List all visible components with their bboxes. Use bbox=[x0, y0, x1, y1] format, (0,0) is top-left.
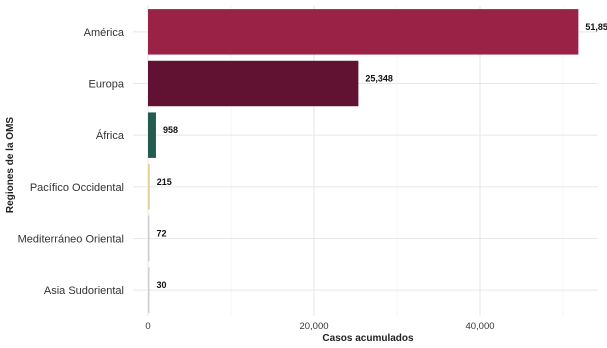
x-tick-label: 20,000 bbox=[299, 321, 328, 332]
category-label: África bbox=[96, 129, 125, 142]
category-labels: América Europa África Pacífico Occidental Me… bbox=[18, 27, 125, 297]
x-axis-ticks: 0 20,000 40,000 bbox=[145, 321, 494, 332]
value-label: 51,851 bbox=[585, 22, 607, 32]
category-label: América bbox=[84, 27, 125, 39]
category-label: Mediterráneo Oriental bbox=[18, 234, 124, 246]
value-label: 215 bbox=[157, 177, 172, 187]
bar-3 bbox=[148, 112, 156, 158]
bar-6 bbox=[148, 267, 150, 313]
x-tick-label: 40,000 bbox=[465, 321, 494, 332]
value-labels: 51,851 25,348 958 215 72 30 bbox=[157, 22, 607, 290]
category-label: Asia Sudoriental bbox=[44, 285, 124, 297]
y-axis-title: Regiones de la OMS bbox=[5, 117, 16, 213]
x-tick-label: 0 bbox=[145, 321, 150, 332]
value-label: 72 bbox=[157, 229, 167, 239]
x-axis-title: Casos acumulados bbox=[322, 333, 414, 344]
value-label: 30 bbox=[157, 280, 167, 290]
category-label: Pacífico Occidental bbox=[30, 182, 124, 194]
bar-1 bbox=[148, 9, 579, 55]
category-label: Europa bbox=[89, 79, 125, 91]
bars bbox=[148, 9, 579, 313]
bar-5 bbox=[148, 215, 150, 262]
bar-2 bbox=[148, 60, 359, 107]
value-label: 25,348 bbox=[365, 74, 393, 84]
value-label: 958 bbox=[163, 125, 178, 135]
bar-4 bbox=[148, 164, 150, 210]
